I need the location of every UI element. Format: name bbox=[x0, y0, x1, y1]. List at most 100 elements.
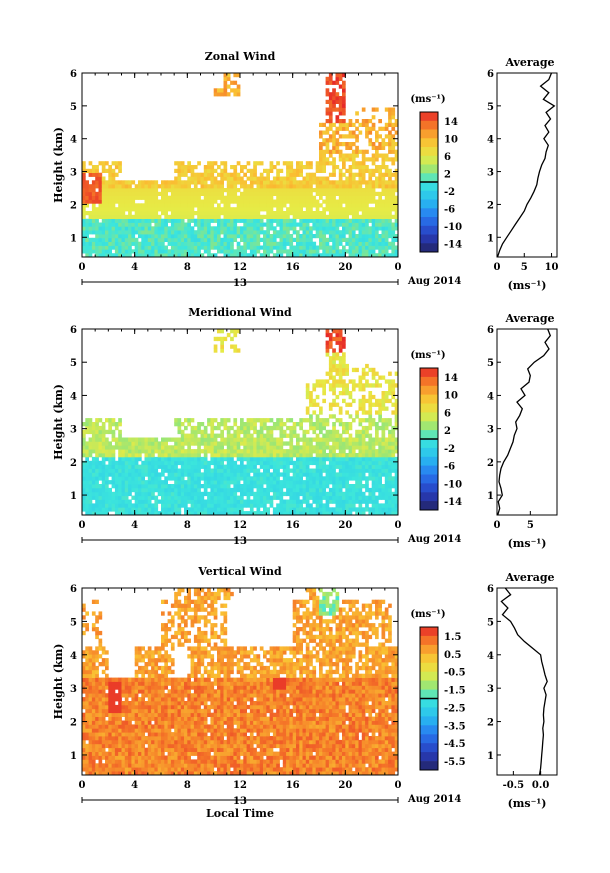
heatmap-cell bbox=[259, 161, 264, 166]
heatmap-cell bbox=[147, 495, 152, 500]
heatmap-cell bbox=[351, 157, 356, 162]
heatmap-cell bbox=[105, 472, 109, 477]
heatmap-cell bbox=[217, 445, 221, 450]
heatmap-cell bbox=[157, 191, 162, 196]
heatmap-cell bbox=[154, 237, 159, 242]
y-tick-label: 5 bbox=[70, 102, 77, 113]
heatmap-cell bbox=[217, 507, 221, 512]
heatmap-cell bbox=[253, 214, 257, 219]
heatmap-cell bbox=[296, 241, 300, 246]
heatmap-cell bbox=[309, 495, 313, 500]
heatmap-cell bbox=[322, 230, 326, 235]
heatmap-cell bbox=[161, 507, 165, 512]
heatmap-cell bbox=[177, 176, 182, 181]
heatmap-cell bbox=[91, 747, 96, 752]
heatmap-cell bbox=[335, 99, 340, 104]
heatmap-cell bbox=[335, 76, 340, 81]
heatmap-cell bbox=[351, 383, 356, 388]
heatmap-cell bbox=[213, 491, 218, 497]
heatmap-cell bbox=[180, 234, 185, 239]
heatmap-cell bbox=[174, 188, 178, 193]
heatmap-cell bbox=[348, 130, 353, 135]
heatmap-cell bbox=[144, 207, 149, 212]
heatmap-cell bbox=[315, 394, 320, 400]
colorbar-band bbox=[420, 138, 438, 148]
heatmap-cell bbox=[226, 495, 231, 500]
heatmap-cell bbox=[322, 130, 326, 135]
heatmap-cell bbox=[220, 460, 224, 466]
heatmap-cell bbox=[315, 464, 320, 469]
heatmap-cell bbox=[315, 165, 320, 170]
heatmap-cell bbox=[345, 425, 349, 431]
heatmap-cell bbox=[253, 464, 257, 469]
heatmap-cell bbox=[124, 188, 129, 193]
heatmap-cell bbox=[309, 487, 313, 493]
heatmap-cell bbox=[272, 218, 277, 223]
heatmap-cell bbox=[118, 165, 122, 170]
heatmap-cell bbox=[230, 199, 234, 204]
heatmap-cell bbox=[213, 445, 218, 450]
heatmap-cell bbox=[95, 456, 99, 462]
heatmap-cell bbox=[391, 191, 396, 196]
heatmap-cell bbox=[170, 245, 175, 250]
heatmap-cell bbox=[114, 437, 119, 442]
heatmap-cell bbox=[223, 253, 228, 258]
heatmap-cell bbox=[315, 472, 320, 477]
heatmap-cell bbox=[342, 429, 346, 435]
heatmap-cell bbox=[128, 249, 132, 254]
heatmap-cell bbox=[315, 402, 320, 407]
heatmap-cell bbox=[292, 484, 297, 489]
heatmap-cell bbox=[394, 422, 399, 427]
heatmap-cell bbox=[388, 168, 392, 173]
heatmap-cell bbox=[147, 511, 152, 516]
heatmap-cell bbox=[335, 499, 340, 504]
heatmap-cell bbox=[394, 222, 399, 227]
heatmap-cell bbox=[253, 176, 257, 181]
heatmap-cell bbox=[118, 234, 122, 239]
heatmap-cell bbox=[210, 253, 215, 258]
heatmap-cell bbox=[394, 487, 399, 493]
heatmap-cell bbox=[118, 495, 122, 500]
heatmap-cell bbox=[368, 422, 373, 427]
heatmap-cell bbox=[378, 119, 382, 124]
heatmap-cell bbox=[184, 499, 188, 504]
heatmap-cell bbox=[276, 487, 280, 493]
heatmap-cell bbox=[381, 161, 386, 166]
heatmap-cell bbox=[335, 329, 340, 334]
heatmap-cell bbox=[203, 437, 208, 442]
heatmap-cell bbox=[276, 199, 280, 204]
heatmap-cell bbox=[121, 460, 126, 466]
heatmap-cell bbox=[253, 226, 257, 231]
heatmap-cell bbox=[82, 495, 86, 500]
heatmap-cell bbox=[190, 218, 195, 223]
heatmap-cell bbox=[384, 107, 389, 112]
heatmap-cell bbox=[309, 249, 313, 254]
heatmap-cell bbox=[279, 188, 284, 193]
heatmap-cell bbox=[276, 456, 280, 462]
heatmap-cell bbox=[358, 449, 363, 454]
heatmap-cell bbox=[147, 464, 152, 469]
heatmap-cell bbox=[193, 503, 198, 508]
heatmap-cell bbox=[105, 456, 109, 462]
heatmap-cell bbox=[85, 168, 89, 173]
heatmap-cell bbox=[351, 149, 356, 154]
heatmap-cell bbox=[233, 503, 238, 508]
heatmap-cell bbox=[105, 245, 109, 250]
heatmap-cell bbox=[338, 499, 343, 504]
heatmap-cell bbox=[279, 472, 284, 477]
heatmap-cell bbox=[118, 460, 122, 466]
heatmap-cell bbox=[177, 449, 182, 454]
heatmap-cell bbox=[358, 453, 363, 458]
heatmap-cell bbox=[368, 195, 373, 200]
heatmap-cell bbox=[147, 253, 152, 258]
heatmap-cell bbox=[375, 503, 379, 508]
heatmap-cell bbox=[315, 453, 320, 458]
heatmap-cell bbox=[384, 165, 389, 170]
heatmap-cell bbox=[279, 234, 284, 239]
heatmap-cell bbox=[233, 199, 238, 204]
heatmap-cell bbox=[378, 437, 382, 442]
heatmap-cell bbox=[375, 253, 379, 258]
heatmap-cell bbox=[82, 429, 86, 435]
heatmap-cell bbox=[147, 218, 152, 223]
heatmap-cell bbox=[338, 142, 343, 147]
